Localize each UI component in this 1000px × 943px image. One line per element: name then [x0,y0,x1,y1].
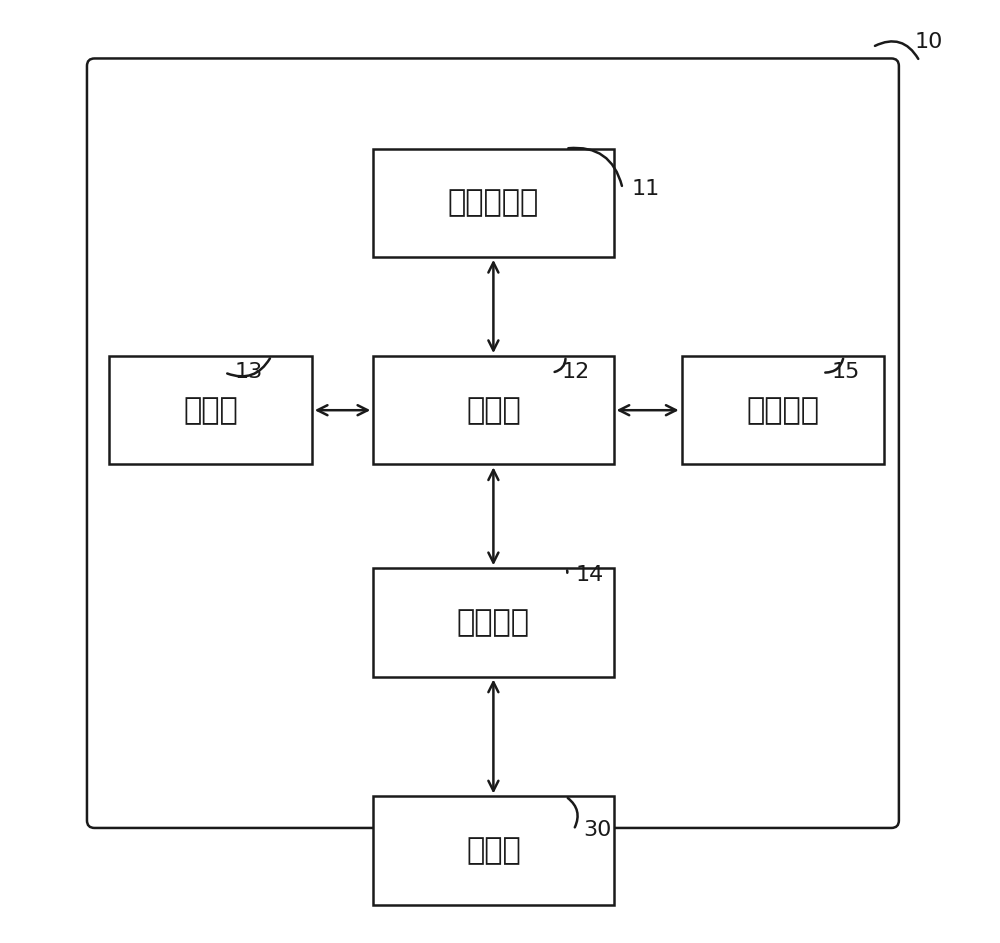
Text: 12: 12 [561,362,590,383]
Text: 语音模块: 语音模块 [746,396,819,424]
Bar [373,356,614,465]
Text: 30: 30 [583,819,611,840]
Bar [373,148,614,256]
Bar [373,568,614,676]
Bar [373,796,614,905]
Text: 10: 10 [915,32,943,53]
Text: 服务器: 服务器 [466,836,521,865]
Text: 11: 11 [632,178,660,199]
FancyBboxPatch shape [87,58,899,828]
Text: 13: 13 [234,362,262,383]
Text: 14: 14 [575,565,604,586]
Text: 电子锁: 电子锁 [183,396,238,424]
Text: 通信单元: 通信单元 [457,608,530,637]
Text: 控制器: 控制器 [466,396,521,424]
Bar [109,356,312,465]
Bar [682,356,884,465]
Text: 15: 15 [832,362,860,383]
Text: 红外接收器: 红外接收器 [448,189,539,217]
